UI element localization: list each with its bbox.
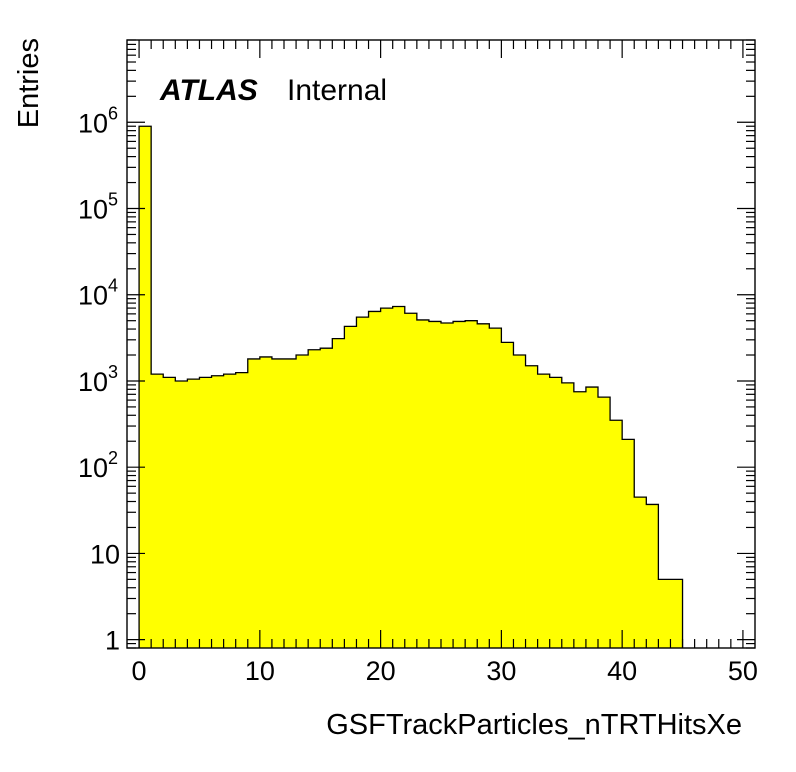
atlas-label: ATLAS [159,74,258,107]
histogram-bar [139,126,152,648]
histogram-bar [489,328,502,648]
histogram-bar [368,311,382,648]
histogram-bar [187,379,200,648]
histogram-bar [332,338,345,648]
histogram-bar [320,348,333,648]
histogram-bar [646,504,659,648]
histogram-bar [344,326,357,648]
histogram-bar [199,377,212,648]
histogram-bar [598,397,611,648]
x-axis-label: GSFTrackParticles_nTRTHitsXe [326,709,742,741]
histogram-bar [441,323,454,648]
histogram-bars [139,126,683,648]
y-tick-label: 105 [78,190,118,225]
y-axis-label: Entries [13,38,45,128]
histogram-bar [380,308,394,648]
histogram-bar [163,377,176,648]
histogram-bar [477,323,490,648]
histogram-bar [223,374,237,648]
histogram-bar [235,372,249,648]
histogram-bar [549,377,563,648]
y-tick-label: 103 [78,362,118,397]
histogram-bar [308,349,321,648]
histogram-bar [622,439,635,648]
y-tick-label: 10 [90,539,120,569]
x-tick-label: 50 [728,656,758,686]
histogram-bar [513,355,526,648]
axis-ticks [127,39,755,649]
y-tick-label: 102 [78,448,118,483]
histogram-bar [501,342,514,648]
histogram-bar [296,355,309,648]
histogram-bar [453,321,466,648]
x-tick-label: 40 [607,656,637,686]
histogram-bar [392,306,406,648]
histogram-bar [525,365,539,648]
x-tick-label: 0 [132,656,147,686]
histogram-bar [634,497,647,648]
atlas-sublabel: Internal [287,74,387,107]
histogram-outline [138,125,684,648]
histogram-bar [259,356,273,648]
histogram-bar [658,579,671,648]
histogram-bar [416,319,430,648]
histogram-bar [175,380,188,648]
histogram-bar [465,320,478,648]
y-tick-labels: 1 10 102 103 104 105 106 [78,103,120,655]
y-tick-label: 104 [78,276,118,311]
histogram-bar [151,374,164,648]
histogram-bar [211,375,225,648]
histogram-bar [561,382,575,648]
histogram-bar [356,317,369,648]
histogram-bar [670,579,683,648]
histogram-bar [271,358,285,648]
histogram-bar [610,420,623,648]
histogram-bar [428,321,442,648]
y-tick-label: 106 [78,103,118,138]
histogram-bar [573,391,587,648]
x-tick-label: 10 [245,656,275,686]
histogram-bar [585,387,599,648]
histogram-bar [247,358,261,648]
histogram-bar [404,313,418,648]
x-tick-label: 30 [486,656,516,686]
x-tick-labels: 0 10 20 30 40 50 [132,656,758,686]
y-tick-label: 1 [105,626,120,656]
histogram-bar [537,374,551,648]
x-tick-label: 20 [366,656,396,686]
histogram-bar [284,358,297,648]
